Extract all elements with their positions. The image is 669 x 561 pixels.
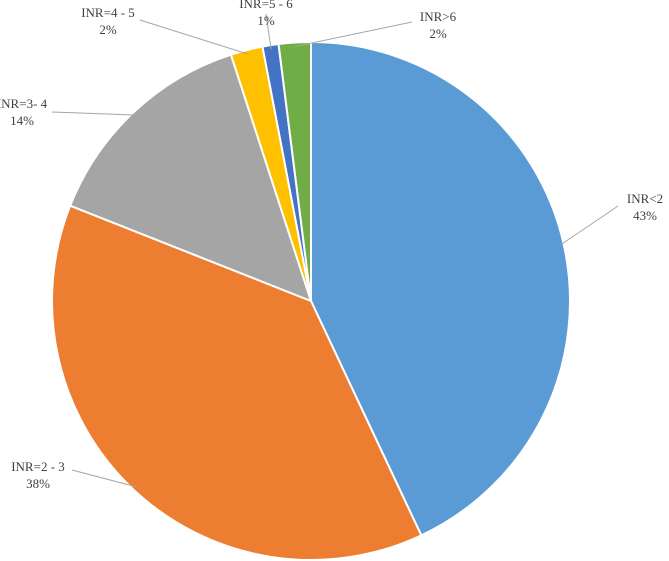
slice-value-label: 2%: [429, 26, 447, 41]
pie-slice: [310, 40, 571, 537]
leader-line: [51, 111, 137, 116]
leader-line: [294, 21, 413, 47]
slice-value-label: 38%: [26, 476, 50, 491]
pie-slice: [277, 40, 312, 302]
leader-line: [559, 205, 619, 246]
slice-value-label: 14%: [10, 113, 34, 128]
leader-line: [265, 13, 272, 50]
slice-label: INR<2: [627, 191, 663, 206]
leader-line: [71, 469, 137, 488]
slice-label: INR=4 - 5: [81, 5, 135, 20]
slice-label: INR=3- 4: [0, 96, 48, 111]
slice-label: INR>6: [420, 9, 457, 24]
slice-label: INR=2 - 3: [11, 459, 65, 474]
slice-value-label: 43%: [633, 208, 657, 223]
slice-value-label: 1%: [257, 13, 275, 28]
pie-slice: [51, 204, 423, 561]
slice-label: INR=5 - 6: [239, 0, 293, 11]
leader-line: [139, 19, 248, 55]
slice-value-label: 2%: [99, 22, 117, 37]
